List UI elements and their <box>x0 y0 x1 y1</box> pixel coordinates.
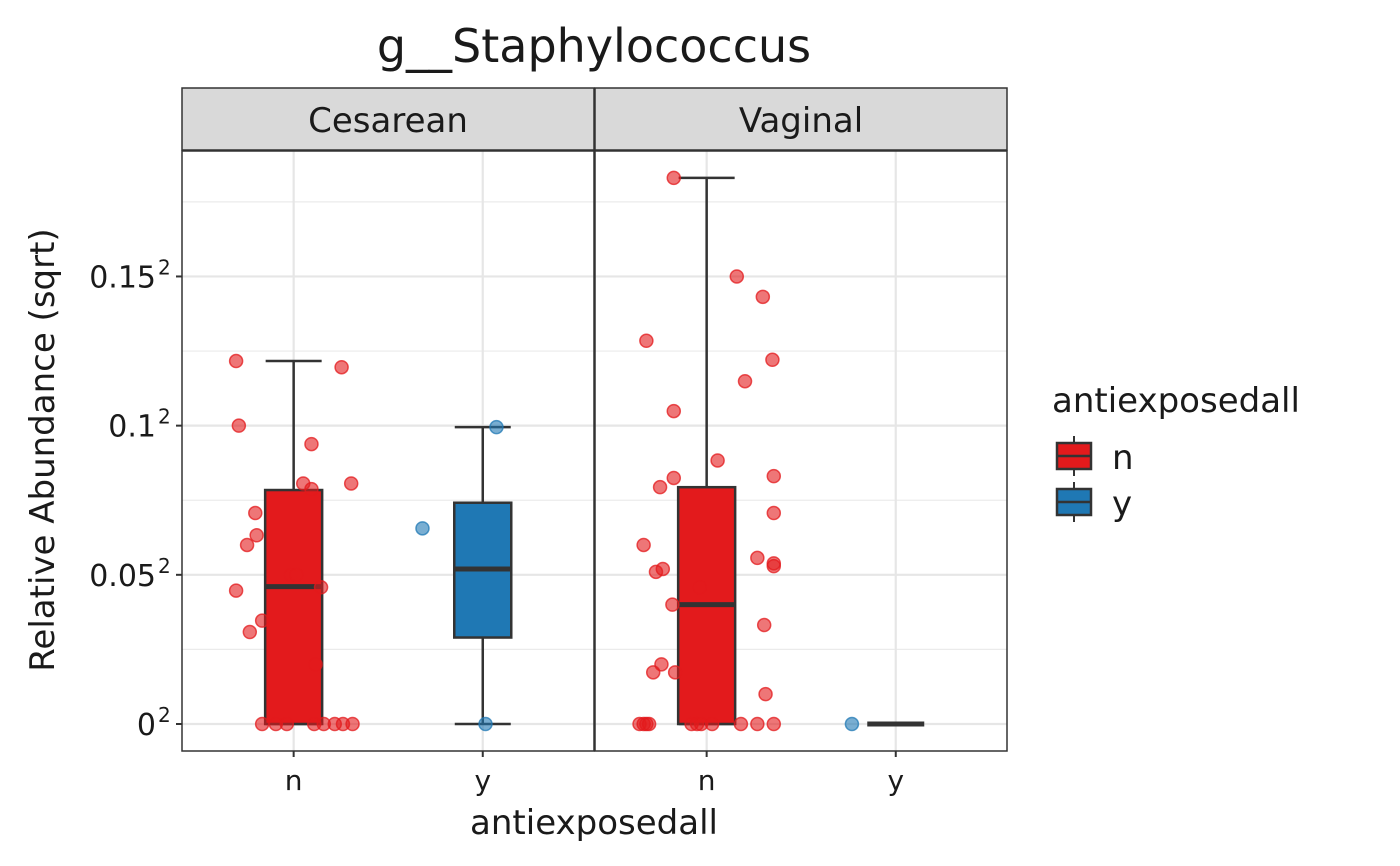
data-point <box>665 597 680 612</box>
data-point <box>667 665 683 680</box>
data-point <box>639 333 654 348</box>
data-point <box>766 505 782 521</box>
data-point <box>231 418 247 433</box>
panel-border <box>594 150 1008 752</box>
data-point <box>755 289 771 305</box>
data-point <box>766 716 782 732</box>
facet-strip <box>181 87 595 151</box>
data-point <box>254 613 270 628</box>
y-tick-exponent: 2 <box>158 554 171 578</box>
data-point <box>228 353 244 369</box>
data-point <box>737 373 753 389</box>
y-tick-label: 0.15 <box>89 260 156 295</box>
data-point <box>766 468 782 484</box>
data-point <box>766 556 782 571</box>
x-tick-label: n <box>698 764 716 797</box>
x-tick-label: y <box>474 764 491 797</box>
data-point <box>636 537 651 553</box>
facet-vaginal: Vaginal n y <box>594 87 1008 797</box>
box <box>263 488 324 726</box>
x-tick-label: n <box>285 764 303 797</box>
data-point <box>692 580 708 595</box>
data-point <box>343 476 359 491</box>
legend: antiexposedall ny <box>1052 381 1300 524</box>
data-point <box>648 564 664 580</box>
data-point <box>645 665 661 680</box>
data-point <box>733 716 749 732</box>
data-point <box>652 479 668 495</box>
data-point <box>666 470 682 486</box>
y-tick-label: 0 <box>137 708 156 743</box>
legend-entry-y: y <box>1055 482 1132 524</box>
group-n <box>632 170 782 732</box>
facet-strip <box>594 87 1008 151</box>
data-point <box>729 269 745 284</box>
data-point <box>249 528 264 543</box>
y-tick-exponent: 2 <box>158 255 171 279</box>
data-point <box>334 359 349 375</box>
data-point <box>641 716 657 732</box>
legend-label: n <box>1112 438 1134 478</box>
data-point <box>478 716 493 732</box>
data-point <box>313 580 329 595</box>
chart-title: g__Staphylococcus <box>377 19 811 73</box>
data-point <box>242 624 258 640</box>
facet-cesarean: Cesarean n y <box>181 87 595 797</box>
data-point <box>228 583 244 598</box>
group-y <box>415 419 513 732</box>
group-n <box>228 353 360 732</box>
data-point <box>666 170 682 186</box>
y-tick-exponent: 2 <box>158 405 171 429</box>
data-point <box>758 686 773 702</box>
facet-strip-label: Vaginal <box>739 101 863 141</box>
panel-background <box>595 151 1007 751</box>
panel-border <box>181 150 595 752</box>
panel-background <box>182 151 594 751</box>
data-point <box>750 716 765 732</box>
group-y <box>844 716 925 732</box>
data-point <box>756 617 772 633</box>
data-point <box>489 419 504 435</box>
data-point <box>666 403 682 419</box>
data-point <box>304 481 319 497</box>
facet-strip-label: Cesarean <box>308 101 468 141</box>
data-point <box>308 657 323 672</box>
data-point <box>844 716 860 732</box>
legend-label: y <box>1112 484 1132 524</box>
x-axis-label: antiexposedall <box>470 803 718 843</box>
data-point <box>750 550 765 566</box>
y-tick-label: 0.1 <box>108 410 156 445</box>
y-axis: 0 20.05 20.1 20.15 2 <box>89 255 182 743</box>
data-point <box>345 716 360 732</box>
data-point <box>710 453 725 468</box>
facet-panels: Cesarean n y Vaginal n y <box>181 87 1008 797</box>
data-point <box>704 716 720 732</box>
y-tick-label: 0.05 <box>89 559 156 594</box>
legend-title: antiexposedall <box>1052 381 1300 421</box>
data-point <box>279 716 295 732</box>
data-point <box>304 436 319 452</box>
data-point <box>289 567 304 583</box>
y-tick-exponent: 2 <box>158 703 171 727</box>
y-axis-label: Relative Abundance (sqrt) <box>23 228 63 671</box>
data-point <box>254 716 270 732</box>
data-point <box>415 521 430 536</box>
data-point <box>765 352 780 368</box>
legend-entries: ny <box>1055 436 1134 524</box>
legend-entry-n: n <box>1055 436 1134 478</box>
data-point <box>248 505 263 521</box>
data-point <box>239 537 255 553</box>
x-tick-label: y <box>887 764 904 797</box>
